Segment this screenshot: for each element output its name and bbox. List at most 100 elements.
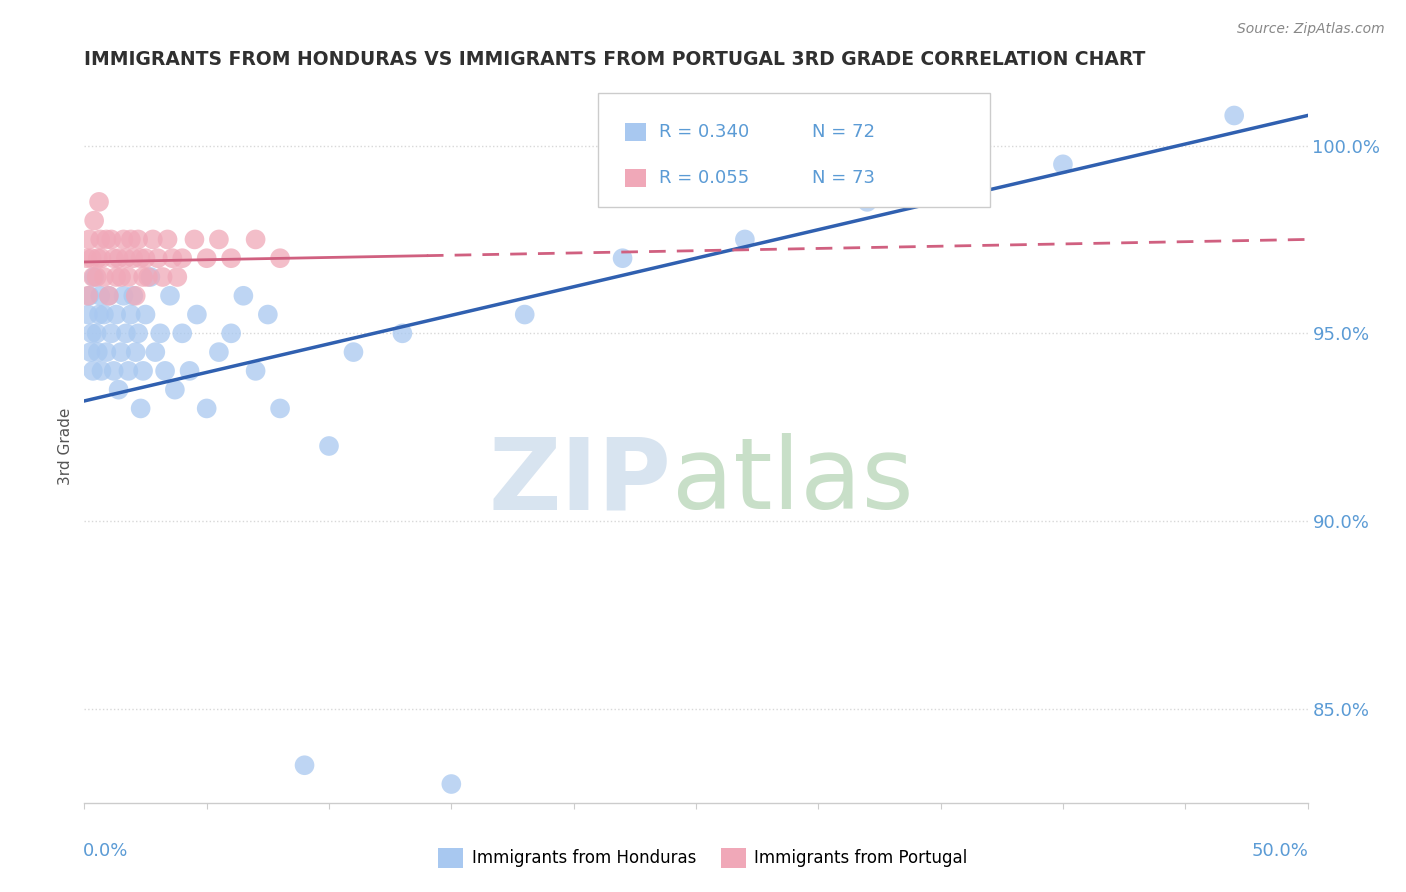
Point	[97, 289, 120, 303]
Text: R = 0.340: R = 0.340	[658, 123, 749, 141]
Point	[120, 308, 142, 322]
Point	[1223, 108, 1246, 122]
Text: R = 0.055: R = 0.055	[658, 169, 749, 187]
Point	[80, 326, 103, 341]
Point	[139, 270, 162, 285]
Point	[90, 364, 112, 378]
Point	[89, 232, 111, 246]
Bar	[626, 169, 647, 187]
Point	[87, 345, 110, 359]
Point	[179, 364, 201, 378]
Text: 0.0%: 0.0%	[83, 842, 128, 860]
Point	[208, 345, 231, 359]
Point	[257, 308, 280, 322]
Point	[82, 364, 104, 378]
Point	[87, 194, 110, 209]
Text: N = 73: N = 73	[811, 169, 875, 187]
Text: Source: ZipAtlas.com: Source: ZipAtlas.com	[1237, 22, 1385, 37]
Point	[82, 270, 104, 285]
Point	[152, 270, 174, 285]
Point	[136, 270, 159, 285]
Point	[76, 251, 98, 265]
Point	[125, 345, 148, 359]
Point	[159, 289, 181, 303]
Point	[125, 289, 148, 303]
Point	[208, 232, 231, 246]
Point	[153, 364, 176, 378]
Point	[734, 232, 756, 246]
Point	[100, 326, 122, 341]
Text: ZIP: ZIP	[489, 434, 672, 530]
Legend: Immigrants from Honduras, Immigrants from Portugal: Immigrants from Honduras, Immigrants fro…	[432, 841, 974, 875]
Point	[856, 194, 879, 209]
Point	[232, 289, 254, 303]
Point	[117, 364, 139, 378]
Point	[318, 439, 340, 453]
Point	[149, 326, 172, 341]
Point	[117, 270, 139, 285]
Point	[87, 308, 110, 322]
Point	[96, 232, 118, 246]
Point	[77, 308, 100, 322]
Point	[105, 270, 128, 285]
Point	[129, 251, 152, 265]
Point	[391, 326, 413, 341]
Point	[115, 326, 138, 341]
Point	[86, 326, 108, 341]
Point	[162, 251, 184, 265]
Point	[115, 251, 138, 265]
Point	[83, 213, 105, 227]
Point	[195, 251, 218, 265]
Point	[269, 401, 291, 416]
Point	[100, 232, 122, 246]
Point	[513, 308, 536, 322]
Point	[440, 777, 463, 791]
Point	[122, 289, 145, 303]
Point	[77, 289, 100, 303]
Point	[87, 251, 110, 265]
Point	[107, 251, 129, 265]
Point	[120, 232, 142, 246]
Point	[83, 270, 105, 285]
Point	[269, 251, 291, 265]
Point	[110, 345, 132, 359]
Point	[135, 308, 157, 322]
Point	[1052, 157, 1074, 171]
Point	[107, 383, 129, 397]
Point	[77, 232, 100, 246]
Point	[79, 345, 101, 359]
Point	[163, 383, 186, 397]
FancyBboxPatch shape	[598, 93, 990, 207]
Point	[129, 401, 152, 416]
Point	[135, 251, 157, 265]
Point	[127, 326, 149, 341]
Point	[342, 345, 364, 359]
Point	[96, 345, 118, 359]
Point	[612, 251, 634, 265]
Point	[80, 251, 103, 265]
Point	[103, 251, 125, 265]
Point	[195, 401, 218, 416]
Point	[90, 251, 112, 265]
Point	[172, 251, 194, 265]
Text: 50.0%: 50.0%	[1251, 842, 1309, 860]
Point	[112, 232, 135, 246]
Point	[219, 326, 242, 341]
Point	[132, 364, 155, 378]
Point	[122, 251, 145, 265]
Text: N = 72: N = 72	[811, 123, 875, 141]
Point	[93, 308, 115, 322]
Point	[112, 289, 135, 303]
Point	[186, 308, 208, 322]
Point	[142, 232, 165, 246]
Point	[77, 289, 100, 303]
Point	[172, 326, 194, 341]
Point	[89, 289, 111, 303]
Text: atlas: atlas	[672, 434, 912, 530]
Point	[146, 251, 169, 265]
Point	[166, 270, 188, 285]
Bar	[626, 123, 647, 141]
Point	[143, 345, 166, 359]
Text: IMMIGRANTS FROM HONDURAS VS IMMIGRANTS FROM PORTUGAL 3RD GRADE CORRELATION CHART: IMMIGRANTS FROM HONDURAS VS IMMIGRANTS F…	[84, 50, 1146, 69]
Point	[245, 232, 267, 246]
